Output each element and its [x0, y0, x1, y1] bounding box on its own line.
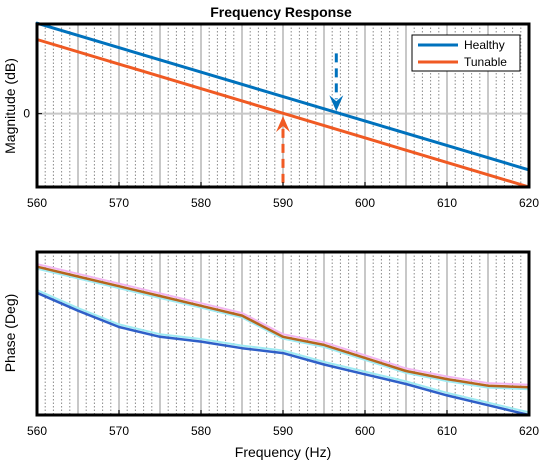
x-tick-label: 560: [27, 424, 47, 438]
x-tick-label: 610: [437, 424, 457, 438]
phase-series: [35, 263, 531, 417]
x-tick-label: 580: [191, 196, 211, 210]
x-tick-label: 580: [191, 424, 211, 438]
magnitude-x-ticks: 560 570 580 590 600 610 620: [27, 182, 539, 210]
magnitude-series: [35, 21, 531, 189]
x-tick-label: 590: [273, 424, 293, 438]
x-tick-label: 620: [519, 424, 539, 438]
x-tick-label: 620: [519, 196, 539, 210]
x-tick-label: 570: [109, 424, 129, 438]
x-tick-label: 600: [355, 196, 375, 210]
phase-line-1: [35, 291, 531, 417]
legend-label-tunable: Tunable: [464, 55, 507, 69]
y-tick-label: 0: [23, 107, 30, 121]
annotation-arrow-head: [329, 95, 344, 112]
legend-label-healthy: Healthy: [464, 38, 505, 52]
phase-plot: 560 570 580 590 600 610 620 Phase (Deg) Freque…: [2, 250, 539, 460]
magnitude-line-healthy: [35, 21, 531, 172]
x-tick-label: 610: [437, 196, 457, 210]
chart-title: Frequency Response: [210, 4, 352, 20]
x-tick-label: 590: [273, 196, 293, 210]
magnitude-ylabel: Magnitude (dB): [2, 58, 18, 154]
magnitude-line-tunable: [35, 38, 531, 189]
phase-line-0: [35, 265, 531, 389]
phase-xlabel: Frequency (Hz): [235, 444, 331, 460]
phase-shadow-line: [36, 289, 530, 414]
magnitude-annotations: [276, 53, 344, 183]
x-tick-label: 600: [355, 424, 375, 438]
phase-shadow-line: [36, 263, 530, 386]
phase-ylabel: Phase (Deg): [2, 294, 18, 373]
x-tick-label: 570: [109, 196, 129, 210]
annotation-arrow-head: [276, 116, 290, 133]
legend-box: [411, 34, 521, 72]
magnitude-y-ticks: 0: [23, 107, 42, 121]
legend: Healthy Tunable: [411, 34, 521, 72]
phase-shadow-line: [36, 267, 530, 391]
magnitude-plot: Frequency Response 560 570 580 590 600 610 620…: [2, 4, 539, 210]
phase-x-ticks: 560 570 580 590 600 610 620: [27, 410, 539, 438]
phase-grid: [44, 252, 522, 415]
x-tick-label: 560: [27, 196, 47, 210]
